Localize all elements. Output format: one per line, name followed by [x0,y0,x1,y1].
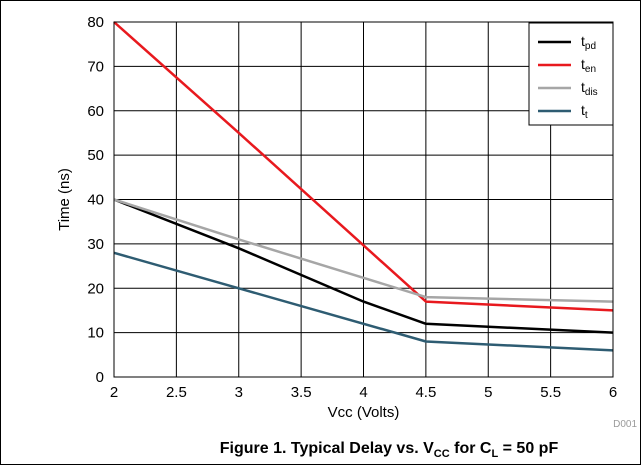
x-tick-label-0: 2 [110,384,118,401]
series-line-tt [113,251,614,352]
legend: tpd ten tdis tt [528,22,614,126]
caption-suffix: = 50 pF [498,440,558,457]
y-tick-label-7: 70 [87,58,104,75]
y-tick-label-0: 0 [96,369,104,386]
y-tick-label-3: 30 [87,236,104,253]
x-tick-label-4: 4 [359,384,367,401]
caption-sub-l: L [491,448,498,460]
caption-sub-cc: CC [434,448,450,460]
series-line-tpd [113,198,614,334]
y-tick-label-2: 20 [87,280,104,297]
y-tick-label-1: 10 [87,325,104,342]
legend-label-t: tt [581,102,588,121]
plot-border [113,21,614,378]
legend-box [528,22,614,126]
series-layer [113,21,614,352]
figure-caption: Figure 1. Typical Delay vs. VCC for CL =… [220,440,559,460]
series-line-tdis [113,198,614,303]
legend-label-pd: tpd [581,33,596,52]
figure-code: D001 [613,419,637,430]
y-tick-label-8: 80 [87,14,104,31]
x-tick-label-6: 5 [484,384,492,401]
y-tick-label-4: 40 [87,192,104,209]
x-tick-label-3: 3.5 [291,384,312,401]
y-tick-label-5: 50 [87,147,104,164]
y-tick-label-6: 60 [87,103,104,120]
x-tick-label-1: 2.5 [166,384,187,401]
legend-label-en: ten [581,56,596,75]
x-tick-label-5: 4.5 [415,384,436,401]
legend-label-dis: tdis [581,79,598,98]
y-axis-label: Time (ns) [56,168,73,231]
x-tick-label-2: 3 [235,384,243,401]
x-tick-label-7: 5.5 [540,384,561,401]
x-tick-label-8: 6 [609,384,617,401]
caption-prefix: Figure 1. Typical Delay vs. V [220,440,434,457]
x-axis-label: Vcc (Volts) [328,404,400,421]
series-line-ten [113,21,614,312]
caption-middle: for C [450,440,492,457]
